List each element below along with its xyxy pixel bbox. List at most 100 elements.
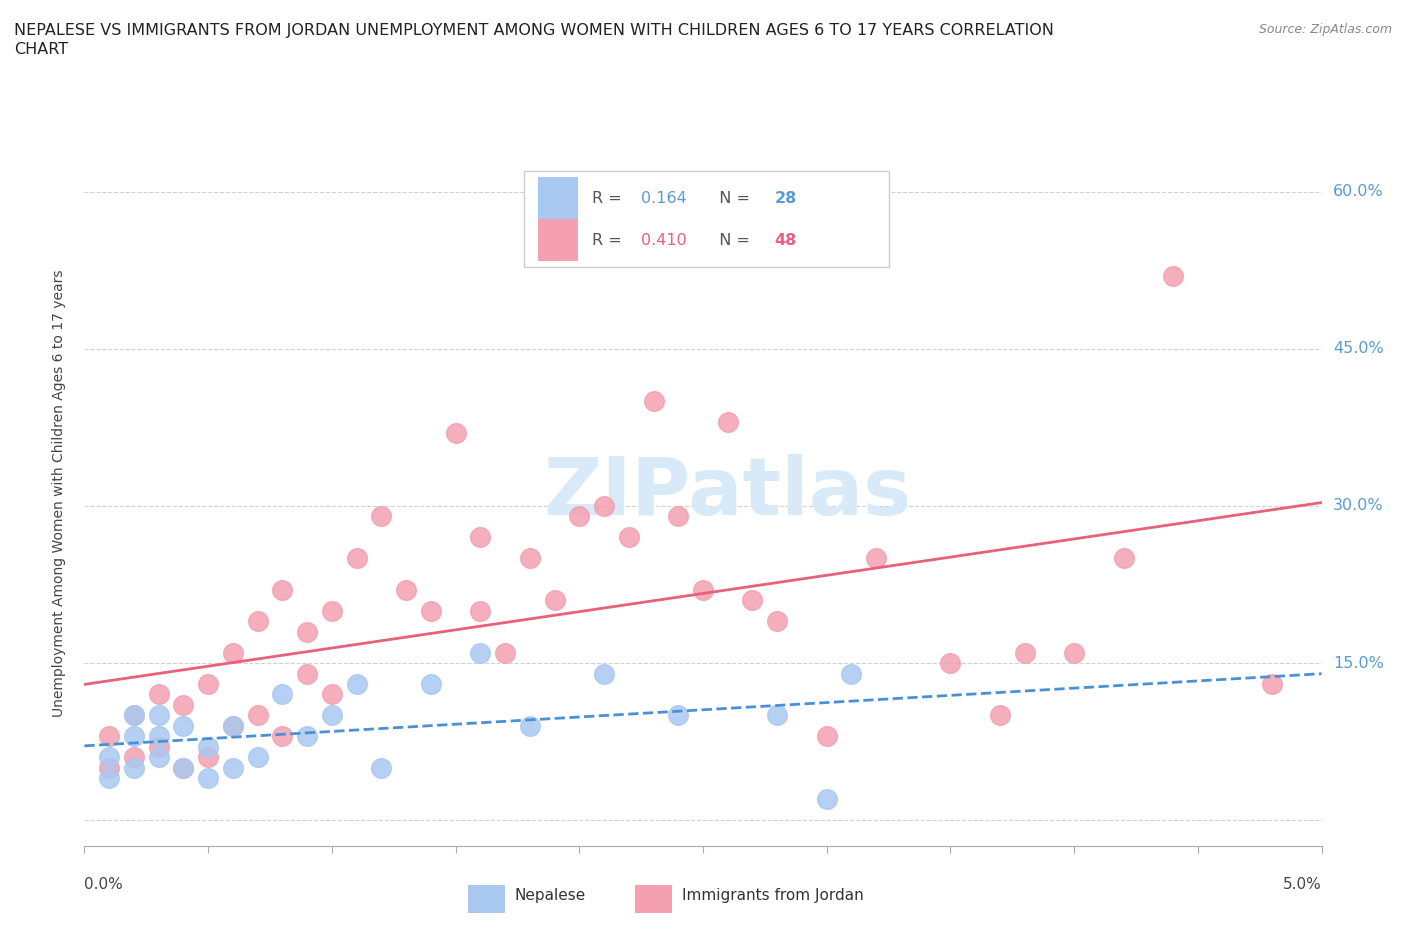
Point [148, 729, 170, 744]
Point [122, 708, 145, 723]
Text: Source: ZipAtlas.com: Source: ZipAtlas.com [1258, 23, 1392, 36]
Point [197, 750, 219, 764]
Point [122, 761, 145, 776]
Point [321, 604, 343, 618]
Text: 0.0%: 0.0% [84, 877, 124, 892]
Point [568, 509, 591, 524]
Text: N =: N = [709, 191, 755, 206]
Y-axis label: Unemployment Among Women with Children Ages 6 to 17 years: Unemployment Among Women with Children A… [52, 269, 66, 717]
FancyBboxPatch shape [523, 171, 889, 267]
Point [271, 729, 294, 744]
Point [246, 750, 269, 764]
Text: 45.0%: 45.0% [1333, 341, 1384, 356]
Point [295, 666, 318, 681]
Text: 60.0%: 60.0% [1333, 184, 1384, 199]
Point [939, 656, 962, 671]
Point [865, 551, 887, 565]
Point [295, 729, 318, 744]
Point [717, 415, 740, 430]
Point [321, 708, 343, 723]
Point [346, 551, 368, 565]
Point [543, 592, 565, 607]
Point [197, 771, 219, 786]
Point [1161, 268, 1184, 283]
Point [148, 739, 170, 754]
Point [148, 750, 170, 764]
Point [444, 425, 467, 440]
Point [172, 761, 194, 776]
Point [692, 582, 714, 597]
FancyBboxPatch shape [636, 885, 672, 913]
Point [246, 708, 269, 723]
Point [295, 624, 318, 639]
Point [593, 666, 616, 681]
Text: 0.164: 0.164 [641, 191, 688, 206]
Point [419, 676, 441, 691]
Point [98, 761, 121, 776]
Text: N =: N = [709, 232, 755, 247]
Point [1261, 676, 1284, 691]
Point [815, 791, 838, 806]
Point [98, 729, 121, 744]
Point [246, 614, 269, 629]
Text: 28: 28 [775, 191, 797, 206]
Point [643, 393, 665, 408]
Point [766, 614, 789, 629]
Point [1063, 645, 1085, 660]
FancyBboxPatch shape [468, 885, 505, 913]
Point [197, 739, 219, 754]
Point [222, 719, 245, 734]
Point [222, 645, 245, 660]
Point [988, 708, 1011, 723]
Text: Nepalese: Nepalese [515, 888, 586, 903]
Point [197, 676, 219, 691]
Point [519, 719, 541, 734]
Text: 48: 48 [775, 232, 797, 247]
Point [98, 771, 121, 786]
Point [370, 761, 392, 776]
Point [122, 750, 145, 764]
Point [271, 582, 294, 597]
Point [666, 708, 689, 723]
Point [148, 708, 170, 723]
Point [419, 604, 441, 618]
Point [271, 687, 294, 702]
Point [122, 708, 145, 723]
Text: R =: R = [592, 232, 627, 247]
Text: CHART: CHART [14, 42, 67, 57]
Point [172, 761, 194, 776]
Text: Immigrants from Jordan: Immigrants from Jordan [682, 888, 863, 903]
Text: R =: R = [592, 191, 627, 206]
Point [470, 645, 492, 660]
Point [395, 582, 418, 597]
Point [346, 676, 368, 691]
Point [222, 719, 245, 734]
Point [617, 530, 640, 545]
Text: 15.0%: 15.0% [1333, 656, 1384, 671]
Text: 30.0%: 30.0% [1333, 498, 1384, 513]
Point [815, 729, 838, 744]
Text: 5.0%: 5.0% [1282, 877, 1322, 892]
Point [370, 509, 392, 524]
Point [1112, 551, 1135, 565]
Point [148, 687, 170, 702]
Point [1014, 645, 1036, 660]
FancyBboxPatch shape [538, 177, 578, 219]
Text: NEPALESE VS IMMIGRANTS FROM JORDAN UNEMPLOYMENT AMONG WOMEN WITH CHILDREN AGES 6: NEPALESE VS IMMIGRANTS FROM JORDAN UNEMP… [14, 23, 1054, 38]
Point [593, 498, 616, 513]
Point [321, 687, 343, 702]
Point [470, 604, 492, 618]
Text: ZIPatlas: ZIPatlas [544, 454, 912, 532]
Point [172, 698, 194, 712]
Point [470, 530, 492, 545]
Point [122, 729, 145, 744]
Point [172, 719, 194, 734]
FancyBboxPatch shape [538, 219, 578, 261]
Point [666, 509, 689, 524]
Point [741, 592, 763, 607]
Point [98, 750, 121, 764]
Point [841, 666, 863, 681]
Text: 0.410: 0.410 [641, 232, 688, 247]
Point [494, 645, 516, 660]
Point [519, 551, 541, 565]
